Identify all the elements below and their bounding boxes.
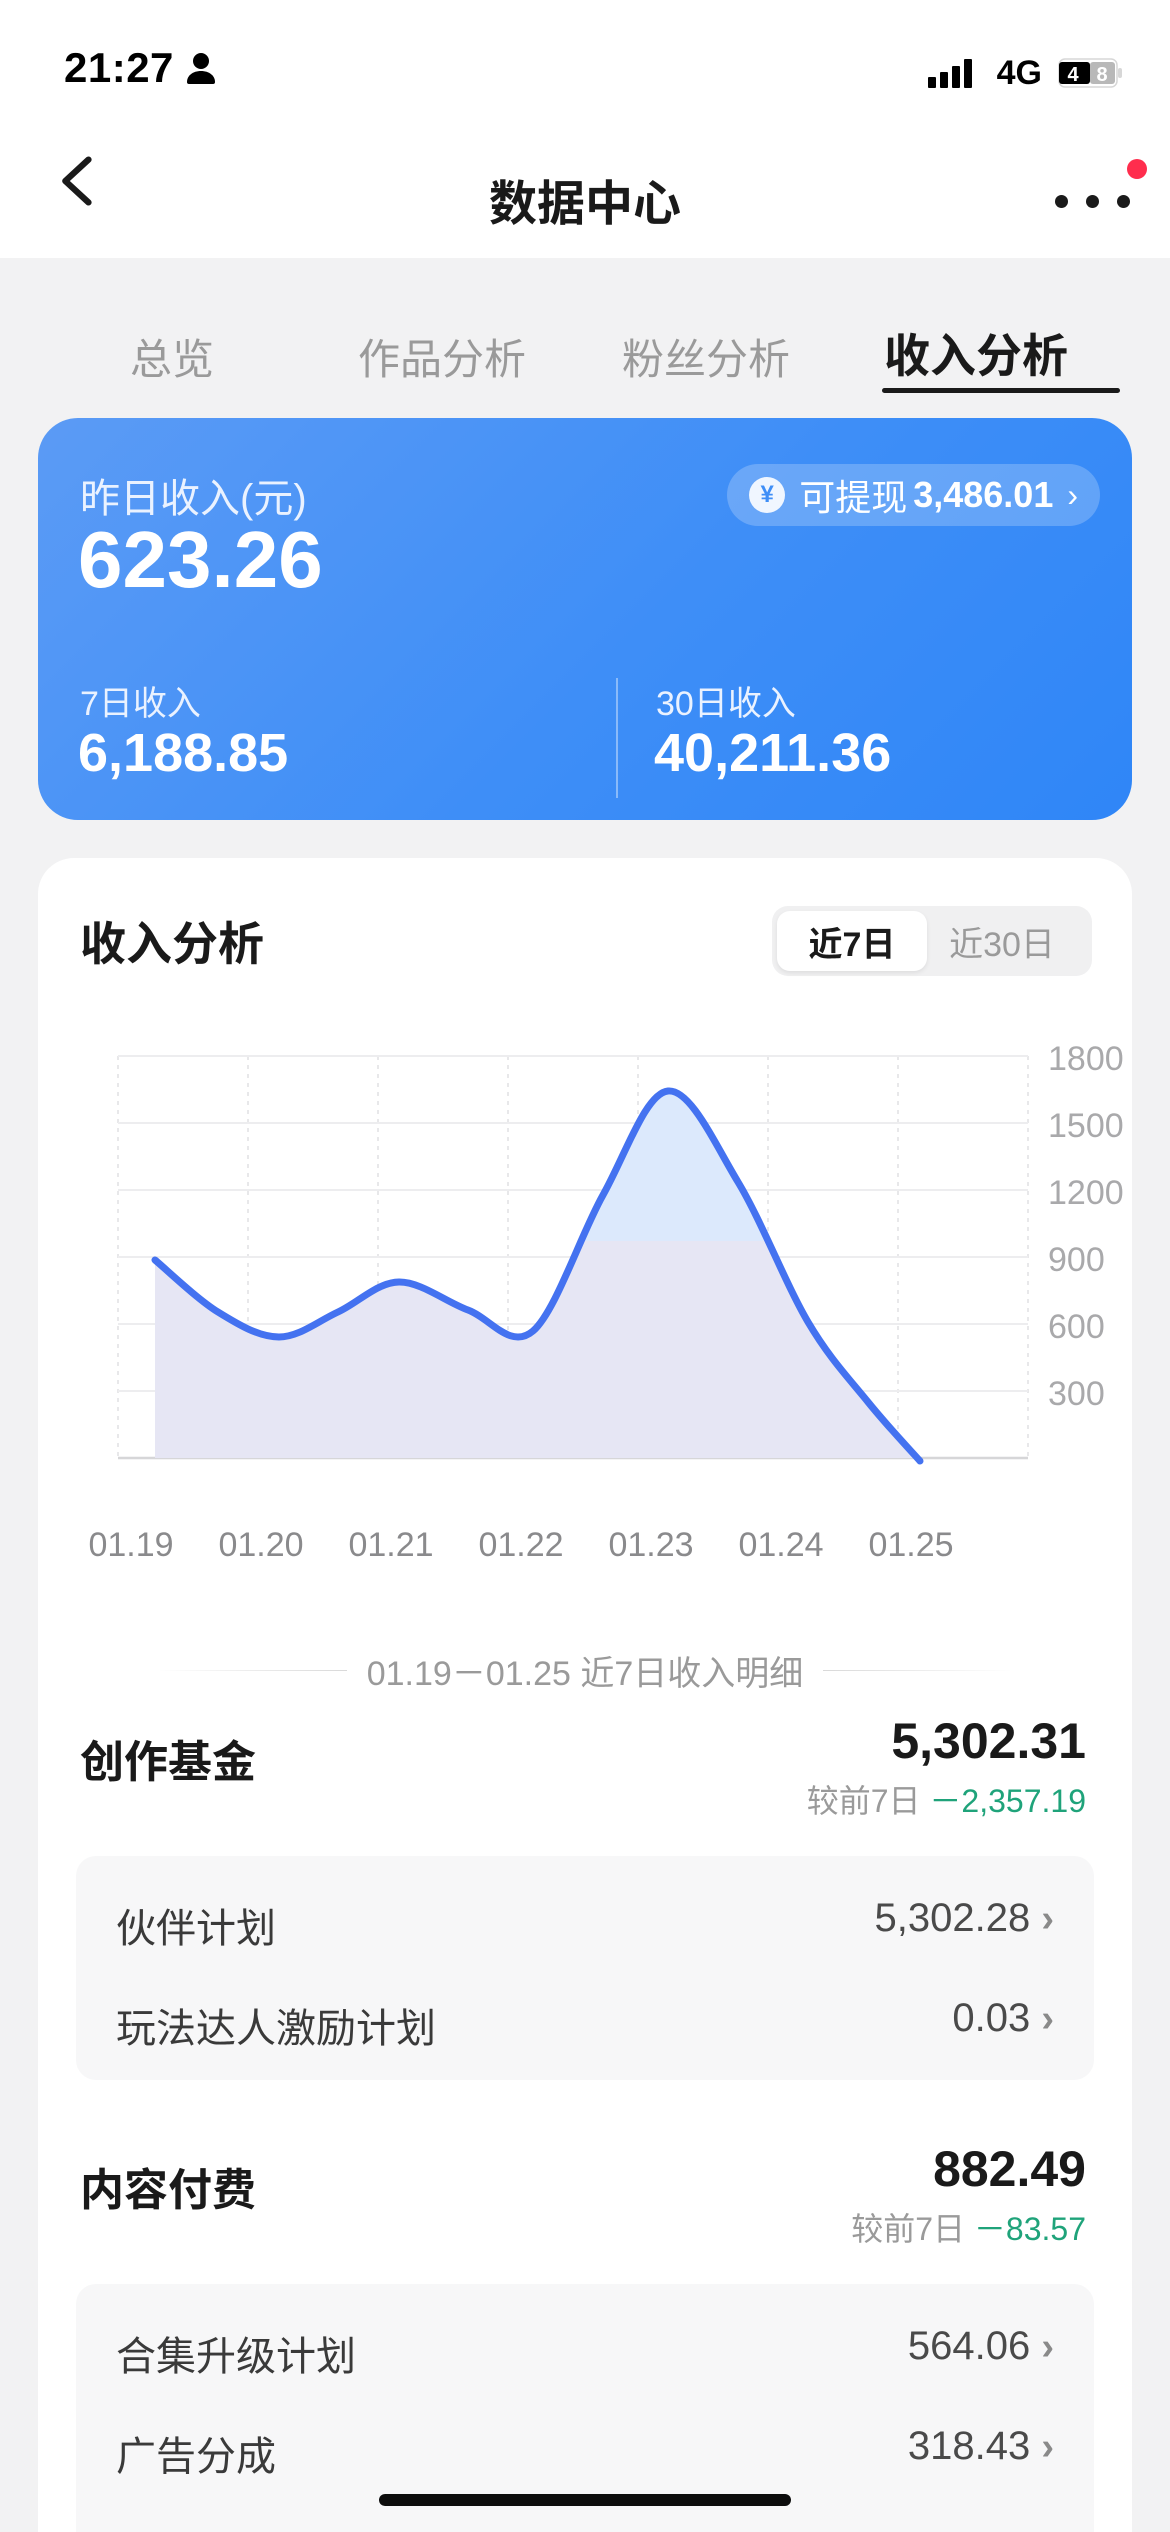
svg-text:4: 4: [1067, 64, 1079, 86]
svg-text:8: 8: [1096, 64, 1107, 86]
